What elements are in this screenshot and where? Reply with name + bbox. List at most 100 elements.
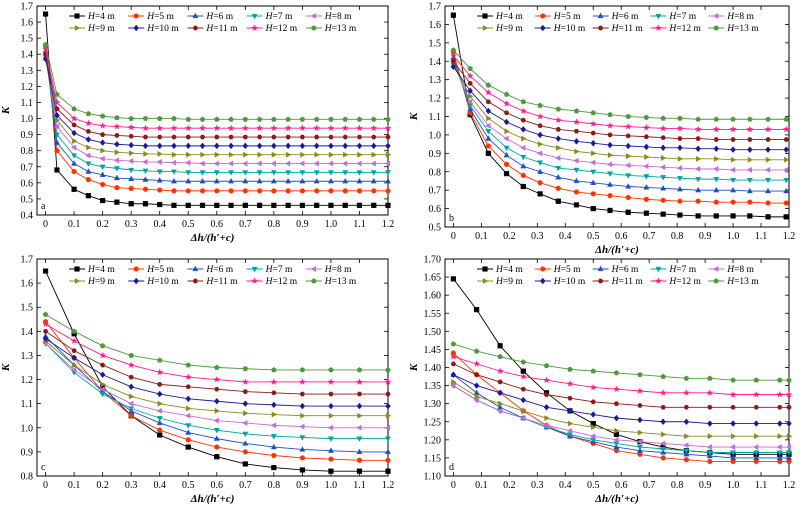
y-tick-label: 1.10 <box>424 472 442 483</box>
x-axis-label: Δh/(h′+c) <box>190 232 235 244</box>
data-point <box>241 378 249 386</box>
data-point <box>643 163 649 170</box>
data-point <box>712 125 720 133</box>
data-point <box>129 150 135 157</box>
data-point <box>384 124 392 132</box>
legend-symbol-h: H <box>495 265 504 275</box>
data-point <box>625 209 631 215</box>
legend-value: =7 m <box>676 265 696 275</box>
data-point <box>99 351 107 359</box>
data-point <box>683 375 690 381</box>
series-7 <box>450 371 792 427</box>
data-point <box>520 396 527 404</box>
series-3 <box>450 54 790 194</box>
data-point <box>765 137 771 142</box>
y-tick-label: 1.40 <box>424 363 442 374</box>
data-point <box>707 405 713 410</box>
data-point <box>764 166 771 173</box>
data-point <box>677 198 683 204</box>
data-point <box>42 329 49 334</box>
legend-symbol-h: H <box>495 24 504 34</box>
data-point <box>747 137 753 142</box>
x-tick-label: 0.4 <box>153 219 166 230</box>
legend-value: =7 m <box>272 265 292 275</box>
data-point <box>42 11 49 17</box>
x-tick-label: 1.0 <box>727 231 740 242</box>
data-point <box>729 125 737 133</box>
data-point <box>567 395 573 401</box>
y-tick-label: 1.6 <box>429 20 442 31</box>
data-point <box>752 390 760 398</box>
data-point <box>566 380 574 387</box>
data-point <box>607 171 613 177</box>
data-point <box>504 128 510 135</box>
y-tick-label: 1.7 <box>429 2 442 13</box>
data-point <box>614 427 620 434</box>
data-point <box>185 142 192 150</box>
data-point <box>466 72 474 80</box>
legend-item: H=13 m <box>305 24 357 34</box>
series-line <box>45 323 388 383</box>
legend-item: H=13 m <box>305 277 357 287</box>
x-tick-label: 0.7 <box>643 480 656 491</box>
legend-item: H=11 m <box>187 277 238 287</box>
legend-marker <box>133 266 139 272</box>
data-point <box>214 188 220 194</box>
y-tick-label: 1.1 <box>429 112 442 123</box>
data-point <box>270 378 278 386</box>
legend-marker <box>482 13 488 19</box>
x-tick-label: 1.0 <box>727 480 740 491</box>
series-line <box>453 363 789 408</box>
data-point <box>199 177 206 184</box>
data-point <box>590 191 596 197</box>
data-point <box>747 116 753 122</box>
data-point <box>157 400 164 407</box>
data-point <box>683 442 689 449</box>
x-tick-label: 0.2 <box>96 219 109 230</box>
data-point <box>156 416 163 422</box>
legend-marker <box>482 266 488 272</box>
data-point <box>186 151 192 158</box>
legend-item: H=5 m <box>128 265 175 275</box>
legend-symbol-h: H <box>668 24 677 34</box>
data-point <box>370 170 377 176</box>
data-point <box>637 403 643 408</box>
data-point <box>328 412 335 419</box>
data-point <box>85 168 92 174</box>
x-tick-label: 0.5 <box>182 219 195 230</box>
data-point <box>370 160 376 167</box>
y-tick-label: 1.2 <box>429 94 442 105</box>
legend-item: H=4 m <box>69 265 115 275</box>
x-tick-label: 0.4 <box>559 480 572 491</box>
data-point <box>694 166 701 172</box>
legend-symbol-h: H <box>146 12 155 22</box>
x-tick-label: 0.1 <box>475 231 488 242</box>
legend-label: H=8 m <box>324 12 352 22</box>
data-point <box>660 373 666 379</box>
data-point <box>199 142 206 150</box>
legend-symbol-h: H <box>611 24 620 34</box>
data-point <box>607 207 613 214</box>
data-point <box>343 151 349 158</box>
data-point <box>712 166 719 172</box>
series-line <box>45 343 388 429</box>
data-point <box>729 390 737 398</box>
data-point <box>328 202 334 208</box>
data-point <box>256 116 263 122</box>
x-tick-label: 1.0 <box>325 480 338 491</box>
legend-item: H=4 m <box>477 265 523 275</box>
data-point <box>285 134 291 140</box>
data-point <box>41 320 50 328</box>
data-point <box>71 354 77 362</box>
data-point <box>485 82 492 88</box>
data-point <box>589 159 596 166</box>
y-tick-label: 1.50 <box>424 327 442 338</box>
x-axis-label: Δh/(h′+c) <box>594 493 639 505</box>
data-point <box>71 328 77 334</box>
data-point <box>385 468 391 474</box>
data-point <box>199 160 205 167</box>
data-point <box>85 136 92 143</box>
data-point <box>156 142 163 150</box>
data-point <box>185 134 191 140</box>
data-point <box>299 142 306 150</box>
